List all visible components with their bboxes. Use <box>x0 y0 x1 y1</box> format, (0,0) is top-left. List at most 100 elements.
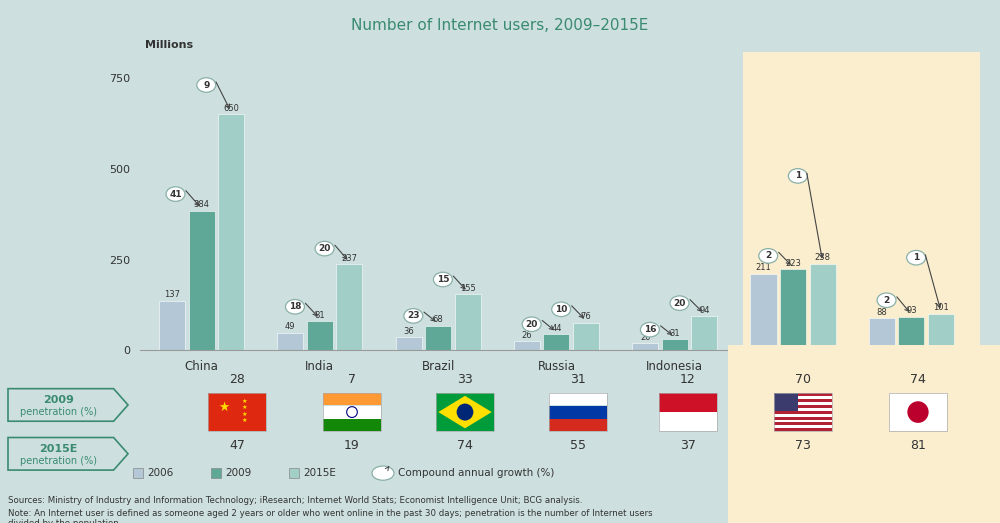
Bar <box>436 393 494 431</box>
Text: Number of Internet users, 2009–2015E: Number of Internet users, 2009–2015E <box>351 18 649 33</box>
Text: 23: 23 <box>407 311 420 321</box>
Text: 137: 137 <box>164 290 180 299</box>
Text: 41: 41 <box>169 189 182 199</box>
Text: ★: ★ <box>242 405 247 410</box>
Bar <box>928 314 954 350</box>
Ellipse shape <box>197 78 216 92</box>
Text: 49: 49 <box>285 322 296 331</box>
Ellipse shape <box>433 272 452 287</box>
Bar <box>750 274 777 350</box>
Bar <box>774 407 832 411</box>
Text: 1: 1 <box>795 172 801 180</box>
Bar <box>549 406 607 418</box>
Text: 20: 20 <box>640 333 650 342</box>
Text: 81: 81 <box>910 439 926 452</box>
Bar <box>659 412 717 431</box>
Bar <box>436 393 494 431</box>
Text: 237: 237 <box>341 254 357 263</box>
Text: 211: 211 <box>756 263 771 272</box>
Text: 650: 650 <box>223 104 239 112</box>
Polygon shape <box>438 396 492 428</box>
Text: Note: An Internet user is defined as someone aged 2 years or older who went onli: Note: An Internet user is defined as som… <box>8 509 653 523</box>
Text: 20: 20 <box>525 320 538 329</box>
Text: 33: 33 <box>457 372 473 385</box>
Bar <box>898 316 924 350</box>
Text: 1: 1 <box>913 253 919 262</box>
Text: 68: 68 <box>433 315 444 324</box>
Bar <box>208 393 266 431</box>
Ellipse shape <box>372 466 394 480</box>
Text: Sources: Ministry of Industry and Information Technology; iResearch; Internet Wo: Sources: Ministry of Industry and Inform… <box>8 495 582 505</box>
Text: 36: 36 <box>403 327 414 336</box>
Text: 2: 2 <box>765 252 771 260</box>
Text: 73: 73 <box>795 439 811 452</box>
Bar <box>869 319 895 350</box>
Text: ★: ★ <box>242 418 247 423</box>
Circle shape <box>907 401 929 423</box>
Ellipse shape <box>907 251 926 265</box>
Text: 44: 44 <box>551 324 562 333</box>
Bar <box>425 326 451 350</box>
Bar <box>774 419 832 423</box>
Bar <box>774 405 832 407</box>
Bar <box>774 414 832 416</box>
Text: 81: 81 <box>315 311 325 320</box>
Bar <box>307 321 333 350</box>
Bar <box>323 393 381 431</box>
Text: 12: 12 <box>680 372 696 385</box>
Bar <box>632 343 658 350</box>
Bar <box>323 406 381 418</box>
Text: 76: 76 <box>581 312 591 321</box>
Text: 2015E: 2015E <box>39 444 78 454</box>
Text: 16: 16 <box>644 325 656 334</box>
Bar <box>728 345 1000 523</box>
Bar <box>133 468 143 478</box>
Bar <box>774 428 832 431</box>
Text: 101: 101 <box>933 303 949 312</box>
Bar <box>289 468 299 478</box>
Bar <box>573 323 599 350</box>
Ellipse shape <box>552 302 571 316</box>
Bar <box>774 425 832 428</box>
Text: 223: 223 <box>785 259 801 268</box>
Bar <box>323 393 381 405</box>
Bar <box>889 393 947 431</box>
Bar <box>774 402 832 405</box>
Bar <box>691 316 717 350</box>
Bar <box>208 393 266 431</box>
Text: 31: 31 <box>570 372 586 385</box>
Text: penetration (%): penetration (%) <box>20 407 97 417</box>
Text: 47: 47 <box>229 439 245 452</box>
Bar <box>549 418 607 431</box>
Text: Compound annual growth (%): Compound annual growth (%) <box>398 468 554 478</box>
Text: 28: 28 <box>229 372 245 385</box>
Text: 93: 93 <box>906 306 917 315</box>
Bar <box>336 264 362 350</box>
Bar <box>277 333 303 350</box>
Text: 2006: 2006 <box>147 468 173 478</box>
Bar <box>774 416 832 419</box>
Text: 74: 74 <box>910 372 926 385</box>
Bar <box>549 393 607 431</box>
Bar <box>774 393 798 411</box>
Text: 88: 88 <box>876 308 887 317</box>
Text: 20: 20 <box>673 299 686 308</box>
Bar <box>543 334 569 350</box>
Ellipse shape <box>877 293 896 308</box>
Text: Millions: Millions <box>145 40 193 51</box>
Ellipse shape <box>670 296 689 311</box>
Bar <box>514 341 540 350</box>
Ellipse shape <box>166 187 185 201</box>
Bar <box>889 393 947 431</box>
Bar <box>774 411 832 414</box>
Ellipse shape <box>759 248 778 263</box>
Bar <box>211 468 221 478</box>
Bar <box>743 52 988 350</box>
Text: ★: ★ <box>242 399 247 404</box>
Text: 70: 70 <box>795 372 811 385</box>
Text: 31: 31 <box>669 328 680 338</box>
Bar <box>774 393 832 431</box>
Circle shape <box>457 404 473 420</box>
Text: 384: 384 <box>194 200 210 209</box>
Ellipse shape <box>788 168 807 183</box>
